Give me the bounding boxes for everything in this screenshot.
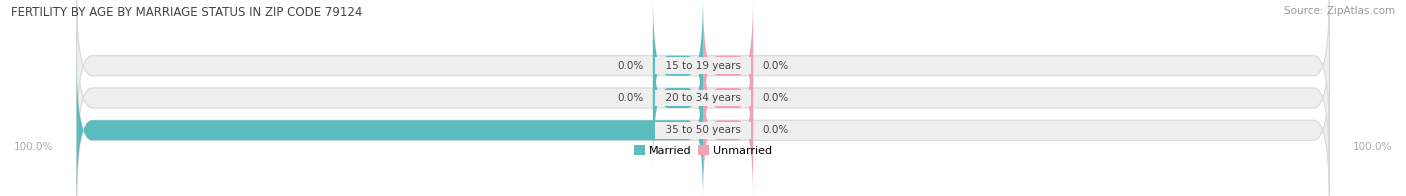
Text: 15 to 19 years: 15 to 19 years: [659, 61, 747, 71]
Legend: Married, Unmarried: Married, Unmarried: [630, 141, 776, 161]
Text: 100.0%: 100.0%: [21, 125, 65, 135]
Text: FERTILITY BY AGE BY MARRIAGE STATUS IN ZIP CODE 79124: FERTILITY BY AGE BY MARRIAGE STATUS IN Z…: [11, 6, 363, 19]
FancyBboxPatch shape: [77, 60, 1329, 196]
FancyBboxPatch shape: [77, 0, 1329, 136]
Text: 0.0%: 0.0%: [617, 61, 644, 71]
FancyBboxPatch shape: [703, 0, 754, 136]
Text: 0.0%: 0.0%: [617, 93, 644, 103]
FancyBboxPatch shape: [652, 0, 703, 136]
Text: 0.0%: 0.0%: [762, 125, 789, 135]
Text: 100.0%: 100.0%: [14, 142, 53, 152]
Text: 100.0%: 100.0%: [1353, 142, 1392, 152]
FancyBboxPatch shape: [652, 27, 703, 169]
FancyBboxPatch shape: [77, 60, 703, 196]
Text: 0.0%: 0.0%: [762, 61, 789, 71]
Text: Source: ZipAtlas.com: Source: ZipAtlas.com: [1284, 6, 1395, 16]
Text: 35 to 50 years: 35 to 50 years: [659, 125, 747, 135]
Text: 0.0%: 0.0%: [762, 93, 789, 103]
FancyBboxPatch shape: [77, 27, 1329, 169]
Text: 20 to 34 years: 20 to 34 years: [659, 93, 747, 103]
FancyBboxPatch shape: [703, 27, 754, 169]
FancyBboxPatch shape: [703, 60, 754, 196]
